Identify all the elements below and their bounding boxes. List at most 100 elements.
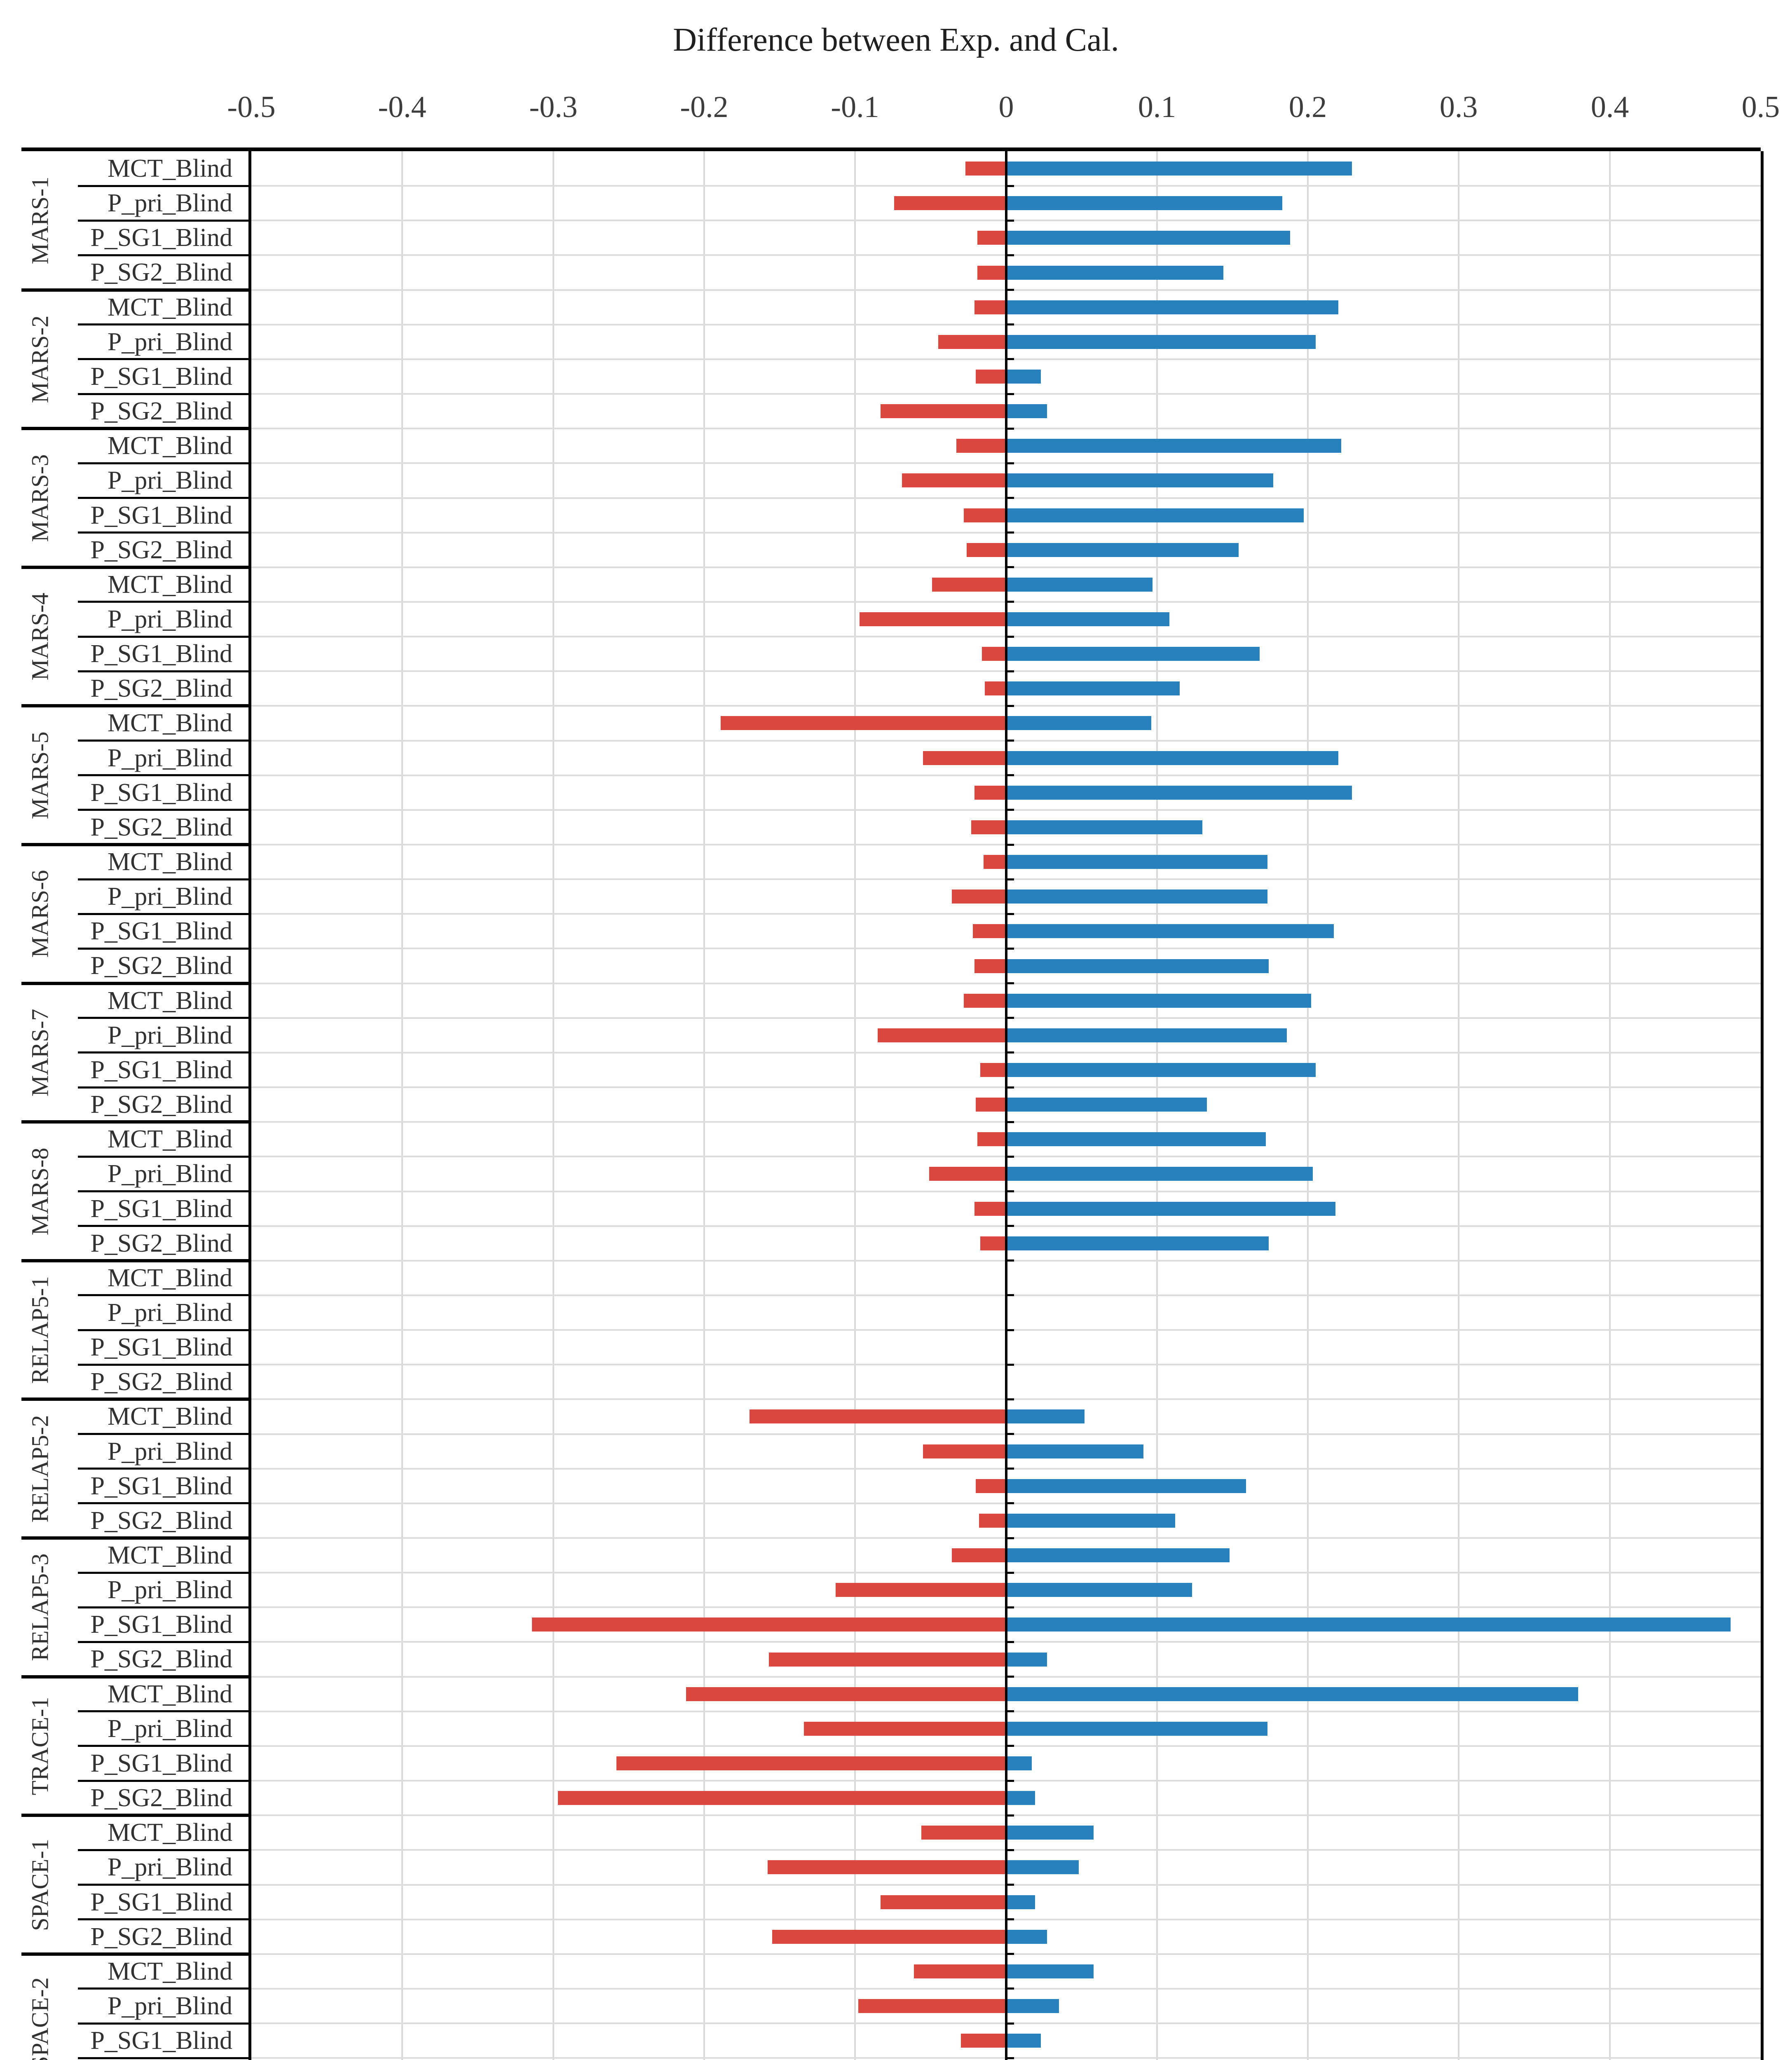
row-label-separator — [78, 670, 251, 672]
row-label: P_pri_Blind — [107, 1299, 232, 1327]
group-label: SPACE-1 — [26, 1839, 54, 1931]
row-label: P_SG1_Blind — [90, 779, 232, 807]
row-label-separator — [78, 878, 251, 880]
bar-negative — [769, 1653, 1006, 1667]
group-separator — [21, 1259, 251, 1262]
zero-axis-tick — [1006, 982, 1014, 984]
bar-positive — [1006, 266, 1223, 280]
bar-positive — [1006, 1653, 1047, 1667]
chart-title: Difference between Exp. and Cal. — [673, 22, 1119, 58]
zero-axis-tick — [1006, 1398, 1014, 1400]
bar-negative — [558, 1791, 1006, 1805]
row-label-separator — [78, 254, 251, 256]
bar-positive — [1006, 994, 1311, 1008]
bar-negative — [938, 335, 1006, 349]
row-label-separator — [78, 1294, 251, 1296]
zero-axis-tick — [1006, 1884, 1014, 1886]
row-label-separator — [78, 740, 251, 742]
group-separator — [21, 982, 251, 985]
bar-negative — [952, 1548, 1006, 1562]
row-label: P_pri_Blind — [107, 605, 232, 633]
bar-positive — [1006, 1548, 1230, 1562]
bar-positive — [1006, 681, 1180, 695]
zero-axis-tick — [1006, 323, 1014, 325]
vertical-gridline — [703, 151, 705, 2060]
row-label-separator — [78, 913, 251, 915]
bar-negative — [977, 1132, 1006, 1146]
row-label: P_pri_Blind — [107, 744, 232, 772]
bar-negative — [980, 1063, 1006, 1077]
zero-axis-tick — [1006, 809, 1014, 811]
zero-axis-tick — [1006, 1814, 1014, 1817]
bar-negative — [881, 1895, 1006, 1909]
zero-axis-tick — [1006, 1294, 1014, 1296]
row-label-separator — [78, 1745, 251, 1747]
row-label: P_SG1_Blind — [90, 1888, 232, 1916]
row-label-separator — [78, 2057, 251, 2059]
bar-negative — [965, 162, 1006, 176]
row-label-separator — [78, 2023, 251, 2025]
group-separator — [21, 843, 251, 846]
row-label-separator — [78, 1433, 251, 1435]
bar-positive — [1006, 2034, 1041, 2048]
zero-axis-tick — [1006, 774, 1014, 776]
row-label-separator — [78, 1190, 251, 1192]
zero-axis-tick — [1006, 705, 1014, 707]
bar-negative — [858, 1999, 1006, 2013]
zero-axis-tick — [1006, 393, 1014, 395]
bar-positive — [1006, 1063, 1316, 1077]
bar-negative — [881, 404, 1006, 418]
zero-axis-tick — [1006, 1710, 1014, 1712]
vertical-gridline — [1609, 151, 1611, 2060]
row-label: P_SG1_Blind — [90, 501, 232, 529]
row-label-separator — [78, 1572, 251, 1574]
row-label-separator — [78, 323, 251, 325]
zero-axis-tick — [1006, 1537, 1014, 1539]
group-label: RELAP5-3 — [26, 1553, 54, 1661]
bar-positive — [1006, 162, 1352, 176]
zero-axis-tick — [1006, 220, 1014, 222]
group-label: TRACE-1 — [26, 1697, 54, 1795]
zero-axis-tick — [1006, 1086, 1014, 1089]
bar-negative — [982, 647, 1006, 661]
bar-positive — [1006, 1964, 1094, 1978]
bar-positive — [1006, 1167, 1313, 1181]
zero-axis-tick — [1006, 1987, 1014, 1990]
row-label-separator — [78, 1606, 251, 1608]
group-label: RELAP5-2 — [26, 1415, 54, 1523]
bar-positive — [1006, 1895, 1035, 1909]
row-label: P_SG1_Blind — [90, 363, 232, 391]
zero-axis-tick — [1006, 2057, 1014, 2059]
row-label: P_SG1_Blind — [90, 1333, 232, 1361]
bar-positive — [1006, 890, 1267, 904]
bar-positive — [1006, 439, 1341, 453]
x-axis-tick-label: -0.1 — [831, 90, 879, 124]
bar-positive — [1006, 959, 1269, 973]
bar-negative — [977, 266, 1006, 280]
row-label: P_SG1_Blind — [90, 1472, 232, 1500]
row-label-separator — [78, 1156, 251, 1158]
bar-positive — [1006, 1687, 1578, 1701]
row-label: P_SG2_Blind — [90, 536, 232, 564]
row-label: MCT_Blind — [107, 1957, 232, 1985]
row-label-separator — [78, 948, 251, 950]
bar-positive — [1006, 404, 1047, 418]
row-label: MCT_Blind — [107, 848, 232, 876]
bar-positive — [1006, 1722, 1267, 1736]
row-label: P_SG2_Blind — [90, 674, 232, 702]
bar-positive — [1006, 1479, 1246, 1493]
bar-positive — [1006, 1444, 1143, 1458]
row-label: P_pri_Blind — [107, 883, 232, 911]
row-label: P_pri_Blind — [107, 1576, 232, 1604]
zero-axis-tick — [1006, 1468, 1014, 1470]
group-separator — [21, 704, 251, 707]
vertical-gridline — [1458, 151, 1459, 2060]
group-separator — [21, 427, 251, 430]
row-label: P_pri_Blind — [107, 1992, 232, 2020]
bar-positive — [1006, 1756, 1032, 1770]
bar-positive — [1006, 473, 1273, 487]
row-label-separator — [78, 809, 251, 811]
bar-negative — [973, 924, 1006, 938]
chart-border-top — [21, 147, 1761, 151]
